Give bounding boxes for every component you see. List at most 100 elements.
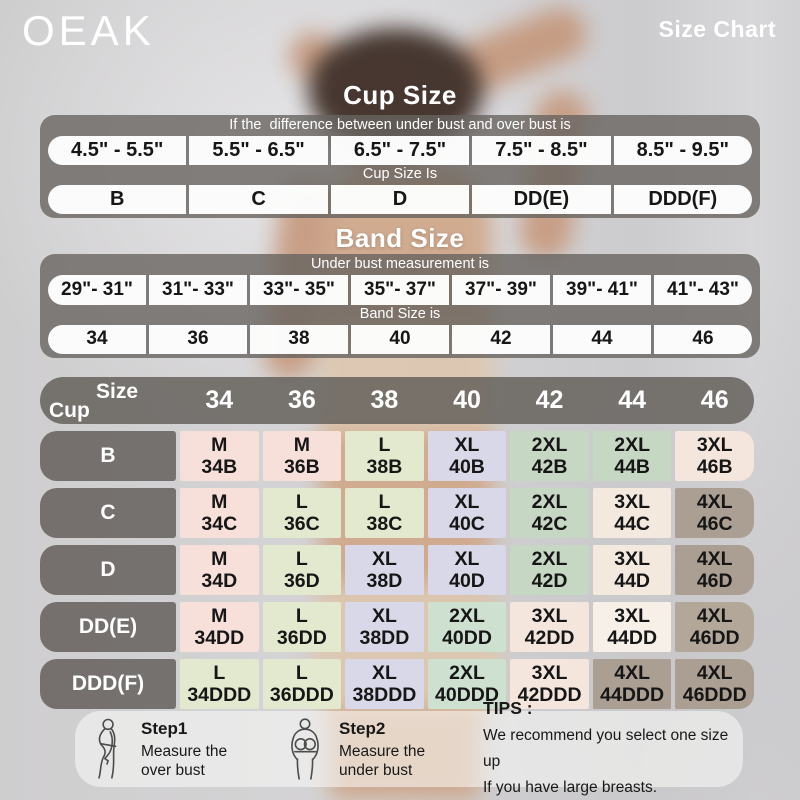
matrix-cell: L 34DDD xyxy=(180,659,259,709)
step2-block: Step2 Measure the under bust xyxy=(339,719,467,780)
band-size-pill: 34 xyxy=(48,324,146,354)
matrix-cell: L 38B xyxy=(345,431,424,481)
band-range-pill: 33"- 35" xyxy=(250,275,348,305)
matrix-cell: 4XL 46DD xyxy=(675,602,754,652)
cup-size-pill: B xyxy=(48,185,187,214)
matrix-col-header: 44 xyxy=(618,386,647,414)
band-range-pill: 39"- 41" xyxy=(553,275,651,305)
matrix-cell: 2XL 44B xyxy=(592,431,672,481)
matrix-col-header: 42 xyxy=(535,386,564,414)
page-title: Size Chart xyxy=(658,16,776,42)
matrix-cell: XL 40B xyxy=(427,431,507,481)
band-range-pill: 35"- 37" xyxy=(351,275,449,305)
matrix-row-label: DDD(F) xyxy=(40,659,176,709)
matrix-cell: 2XL 42C xyxy=(510,488,589,538)
cup-size-pill: DDD(F) xyxy=(613,185,752,214)
cup-range-pill: 5.5" - 6.5" xyxy=(189,136,328,165)
matrix-cell: L 36DDD xyxy=(262,659,342,709)
matrix-cell: 3XL 44C xyxy=(592,488,672,538)
band-size-pill: 40 xyxy=(351,324,449,354)
matrix-corner-size-label: Size xyxy=(96,380,139,403)
matrix-row: DD(E) M 34DD L 36DD XL 38DD 2XL 40DD 3XL 42DD 3XL 44… xyxy=(40,602,754,652)
matrix-cell: 3XL 44DD xyxy=(592,602,672,652)
matrix-cell: M 34D xyxy=(180,545,259,595)
matrix-cell: XL 38D xyxy=(345,545,424,595)
band-range-pill: 37"- 39" xyxy=(452,275,550,305)
band-size-pill: 44 xyxy=(553,324,651,354)
matrix-body: B M 34B M 36B L 38B XL 40B 2XL 42B 2XL 44B 3XL 46B C M 34… xyxy=(40,431,754,709)
cup-size-pill: D xyxy=(330,185,470,214)
matrix-cell: L 38C xyxy=(345,488,424,538)
band-result-label: Band Size is xyxy=(359,305,441,322)
matrix-col-header: 34 xyxy=(205,386,234,414)
band-range-pill: 41"- 43" xyxy=(654,275,752,305)
band-size-pill: 42 xyxy=(452,324,550,354)
cup-range-pill: 4.5" - 5.5" xyxy=(48,136,187,165)
matrix-cell: XL 40C xyxy=(427,488,507,538)
matrix-cell: 2XL 40DDD xyxy=(427,659,507,709)
matrix-row: B M 34B M 36B L 38B XL 40B 2XL 42B 2XL 44B 3XL 46B xyxy=(40,431,754,481)
matrix-corner: Size Cup xyxy=(40,377,176,424)
cup-instruction: If the difference between under bust and… xyxy=(229,117,571,133)
band-value-row: 34 36 38 40 42 44 46 xyxy=(48,324,752,354)
cup-size-pill: DD(E) xyxy=(472,185,611,214)
matrix-cell: L 36DD xyxy=(262,602,342,652)
matrix-cell: M 34C xyxy=(180,488,259,538)
matrix-cell: M 34DD xyxy=(180,602,259,652)
measure-over-bust-icon xyxy=(85,718,129,780)
matrix-header: Size Cup 34 36 38 40 42 44 46 xyxy=(40,377,754,424)
matrix-cell: 2XL 42B xyxy=(510,431,589,481)
matrix-cell: 4XL 46DDD xyxy=(675,659,754,709)
tips-title: TIPS : xyxy=(483,697,533,718)
matrix-row-label: C xyxy=(40,488,176,538)
matrix-row-label: D xyxy=(40,545,176,595)
matrix-row: C M 34C L 36C L 38C XL 40C 2XL 42C 3XL 44C 4XL 46C xyxy=(40,488,754,538)
band-range-pill: 31"- 33" xyxy=(149,275,247,305)
matrix-cell: 3XL 44D xyxy=(592,545,672,595)
band-size-pill: 36 xyxy=(149,324,247,354)
matrix-cell: 3XL 42DDD xyxy=(510,659,589,709)
matrix-cell: 4XL 46D xyxy=(675,545,754,595)
band-size-pill: 46 xyxy=(654,324,752,354)
size-matrix: Size Cup 34 36 38 40 42 44 46 B M 34B M 36B L 38B XL 4… xyxy=(40,377,754,709)
matrix-col-header: 38 xyxy=(370,386,399,414)
band-range-pill: 29"- 31" xyxy=(48,275,146,305)
cup-range-pill: 7.5" - 8.5" xyxy=(472,136,611,165)
matrix-col-header: 46 xyxy=(700,386,729,414)
matrix-cell: 3XL 46B xyxy=(675,431,754,481)
cup-range-row: 4.5" - 5.5" 5.5" - 6.5" 6.5" - 7.5" 7.5" - … xyxy=(48,136,752,165)
cup-value-row: B C D DD(E) DDD(F) xyxy=(48,185,752,214)
matrix-row-label: B xyxy=(40,431,176,481)
matrix-cell: 3XL 42DD xyxy=(510,602,589,652)
step1-title: Step1 xyxy=(141,718,188,738)
band-size-title: Band Size xyxy=(335,223,465,253)
brand-logo: OEAK xyxy=(22,7,155,54)
matrix-cell: XL 40D xyxy=(427,545,507,595)
step1-text: Measure the over bust xyxy=(141,742,228,779)
matrix-cell: L 36D xyxy=(262,545,342,595)
matrix-cell: XL 38DDD xyxy=(345,659,424,709)
matrix-corner-cup-label: Cup xyxy=(49,399,90,422)
matrix-cell: XL 38DD xyxy=(345,602,424,652)
matrix-row-label: DD(E) xyxy=(40,602,176,652)
matrix-cell: 2XL 40DD xyxy=(427,602,507,652)
matrix-cell: L 36C xyxy=(262,488,342,538)
matrix-col-header: 36 xyxy=(287,386,316,414)
band-range-row: 29"- 31" 31"- 33" 33"- 35" 35"- 37" 37"- 39"… xyxy=(48,275,752,305)
cup-size-title: Cup Size xyxy=(343,80,457,110)
matrix-row: D M 34D L 36D XL 38D XL 40D 2XL 42D 3XL 44D 4XL 46D xyxy=(40,545,754,595)
cup-size-pill: C xyxy=(189,185,328,214)
cup-range-pill: 8.5" - 9.5" xyxy=(613,136,752,165)
matrix-cell: M 34B xyxy=(180,431,259,481)
step1-block: Step1 Measure the over bust xyxy=(141,719,269,780)
band-size-pill: 38 xyxy=(250,324,348,354)
footer-panel: Step1 Measure the over bust Step2 Measure… xyxy=(75,698,743,796)
cup-range-pill: 6.5" - 7.5" xyxy=(330,136,470,165)
tips-block: TIPS : We recommend you select one size … xyxy=(483,698,729,800)
matrix-cell: 4XL 46C xyxy=(675,488,754,538)
cup-size-panel: If the difference between under bust and… xyxy=(40,115,760,218)
measure-under-bust-icon xyxy=(283,718,327,780)
step2-title: Step2 xyxy=(339,718,386,738)
matrix-col-header: 40 xyxy=(453,386,481,414)
